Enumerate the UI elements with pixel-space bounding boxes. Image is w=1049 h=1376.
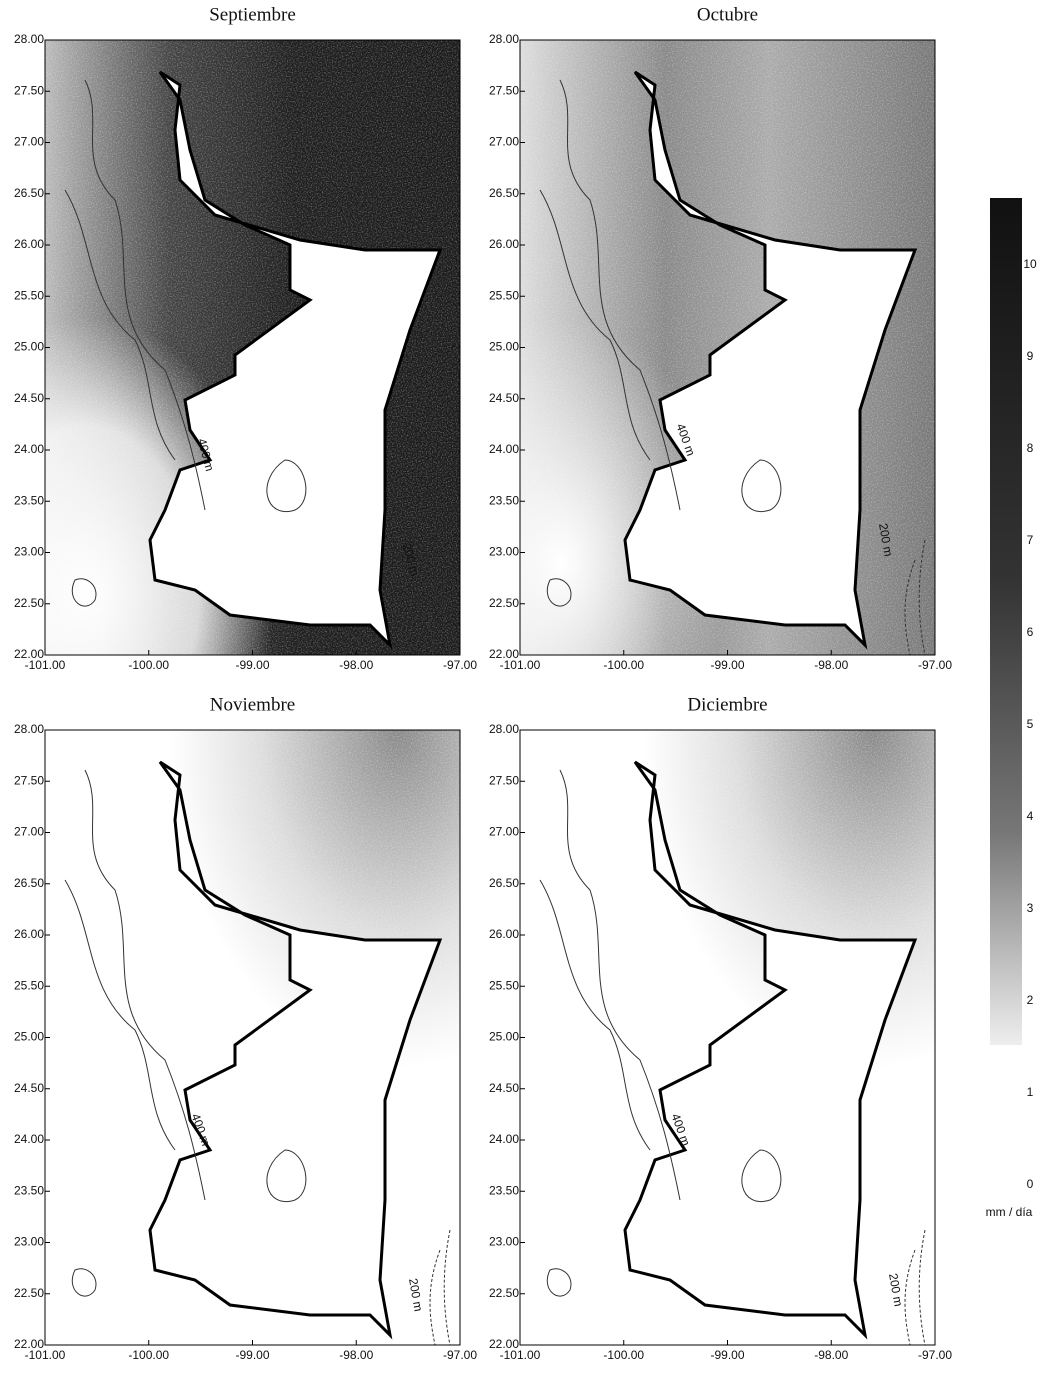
x-tick-label: -97.00 bbox=[918, 1348, 952, 1362]
x-tick-label: -99.00 bbox=[235, 1348, 269, 1362]
x-tick-label: -98.00 bbox=[814, 1348, 848, 1362]
y-tick-label: 26.00 bbox=[489, 927, 519, 941]
y-tick-label: 24.00 bbox=[14, 442, 44, 456]
y-tick-label: 28.00 bbox=[489, 722, 519, 736]
panel-title: Noviembre bbox=[210, 694, 295, 715]
y-tick-label: 27.00 bbox=[489, 135, 519, 149]
y-tick-label: 26.00 bbox=[14, 927, 44, 941]
panel-title: Diciembre bbox=[687, 694, 767, 715]
y-tick-label: 23.50 bbox=[489, 493, 519, 507]
y-tick-label: 22.00 bbox=[14, 647, 44, 661]
y-tick-label: 24.50 bbox=[489, 391, 519, 405]
x-tick-label: -97.00 bbox=[918, 658, 952, 672]
colorbar-tick-label: 9 bbox=[1027, 349, 1034, 363]
y-tick-label: 26.50 bbox=[14, 186, 44, 200]
panel-title: Septiembre bbox=[209, 4, 296, 25]
y-tick-label: 27.00 bbox=[489, 825, 519, 839]
x-tick-label: -97.00 bbox=[443, 658, 477, 672]
colorbar-tick-label: 3 bbox=[1027, 901, 1034, 915]
x-tick-label: -100.00 bbox=[128, 1348, 169, 1362]
y-tick-label: 22.00 bbox=[14, 1337, 44, 1351]
y-tick-label: 22.00 bbox=[489, 1337, 519, 1351]
y-tick-label: 26.50 bbox=[14, 876, 44, 890]
y-tick-label: 28.00 bbox=[489, 32, 519, 46]
x-tick-label: -99.00 bbox=[710, 658, 744, 672]
y-tick-label: 25.00 bbox=[14, 1030, 44, 1044]
y-tick-label: 25.00 bbox=[14, 340, 44, 354]
y-tick-label: 27.50 bbox=[489, 83, 519, 97]
y-tick-label: 23.50 bbox=[14, 493, 44, 507]
y-tick-label: 22.50 bbox=[14, 1286, 44, 1300]
x-tick-label: -97.00 bbox=[443, 1348, 477, 1362]
colorbar-tick-label: 1 bbox=[1027, 1085, 1034, 1099]
x-tick-label: -98.00 bbox=[339, 658, 373, 672]
y-tick-label: 27.00 bbox=[14, 135, 44, 149]
x-tick-label: -99.00 bbox=[235, 658, 269, 672]
y-tick-label: 27.00 bbox=[14, 825, 44, 839]
y-tick-label: 26.00 bbox=[489, 237, 519, 251]
y-tick-label: 26.50 bbox=[489, 876, 519, 890]
y-tick-label: 23.00 bbox=[14, 1235, 44, 1249]
x-tick-label: -101.00 bbox=[25, 1348, 66, 1362]
y-tick-label: 25.00 bbox=[489, 1030, 519, 1044]
y-tick-label: 26.50 bbox=[489, 186, 519, 200]
y-tick-label: 23.50 bbox=[489, 1183, 519, 1197]
colorbar-tick-label: 5 bbox=[1027, 717, 1034, 731]
map-panel: Noviembre -101.00 -100.00 -99.00 -98.00 -97.0… bbox=[14, 694, 477, 1362]
y-tick-label: 28.00 bbox=[14, 32, 44, 46]
contour-label: 200 m bbox=[886, 1272, 906, 1307]
x-tick-label: -100.00 bbox=[603, 1348, 644, 1362]
x-tick-label: -101.00 bbox=[500, 658, 541, 672]
contour-label: 200 m bbox=[406, 1277, 426, 1312]
y-tick-label: 27.50 bbox=[14, 773, 44, 787]
y-tick-label: 25.50 bbox=[489, 288, 519, 302]
x-tick-label: -101.00 bbox=[500, 1348, 541, 1362]
map-panel: Octubre -101.00 -100.00 -99.00 -98.00 -97.00 2… bbox=[489, 4, 952, 672]
x-tick-label: -100.00 bbox=[603, 658, 644, 672]
colorbar bbox=[990, 198, 1022, 1045]
y-tick-label: 24.50 bbox=[14, 1081, 44, 1095]
x-tick-label: -100.00 bbox=[128, 658, 169, 672]
colorbar-tick-label: 6 bbox=[1027, 625, 1034, 639]
y-tick-label: 22.50 bbox=[489, 596, 519, 610]
y-tick-label: 22.50 bbox=[489, 1286, 519, 1300]
map-panel: Diciembre -101.00 -100.00 -99.00 -98.00 -97.0… bbox=[489, 694, 952, 1362]
y-tick-label: 27.50 bbox=[14, 83, 44, 97]
y-tick-label: 28.00 bbox=[14, 722, 44, 736]
y-tick-label: 25.50 bbox=[14, 288, 44, 302]
colorbar-label: mm / día bbox=[986, 1205, 1033, 1219]
colorbar-tick-label: 0 bbox=[1027, 1177, 1034, 1191]
y-tick-label: 22.00 bbox=[489, 647, 519, 661]
y-tick-label: 25.50 bbox=[14, 978, 44, 992]
x-tick-label: -101.00 bbox=[25, 658, 66, 672]
y-tick-label: 24.50 bbox=[489, 1081, 519, 1095]
x-tick-label: -99.00 bbox=[710, 1348, 744, 1362]
y-tick-label: 24.00 bbox=[489, 442, 519, 456]
map-panel: Septiembre -101.00 -100.00 -99.00 -98.00 -97.… bbox=[14, 4, 477, 672]
y-tick-label: 23.00 bbox=[14, 545, 44, 559]
y-tick-label: 24.50 bbox=[14, 391, 44, 405]
y-tick-label: 22.50 bbox=[14, 596, 44, 610]
y-tick-label: 26.00 bbox=[14, 237, 44, 251]
colorbar-tick-label: 10 bbox=[1023, 257, 1037, 271]
y-tick-label: 27.50 bbox=[489, 773, 519, 787]
y-tick-label: 23.00 bbox=[489, 545, 519, 559]
x-tick-label: -98.00 bbox=[339, 1348, 373, 1362]
y-tick-label: 23.50 bbox=[14, 1183, 44, 1197]
colorbar-tick-label: 4 bbox=[1027, 809, 1034, 823]
y-tick-label: 24.00 bbox=[489, 1132, 519, 1146]
panel-title: Octubre bbox=[697, 4, 758, 25]
y-tick-label: 23.00 bbox=[489, 1235, 519, 1249]
colorbar-tick-label: 8 bbox=[1027, 441, 1034, 455]
contour-label: 200 m bbox=[876, 522, 896, 557]
y-tick-label: 25.00 bbox=[489, 340, 519, 354]
colorbar-tick-label: 2 bbox=[1027, 993, 1034, 1007]
y-tick-label: 24.00 bbox=[14, 1132, 44, 1146]
colorbar-tick-label: 7 bbox=[1027, 533, 1034, 547]
y-tick-label: 25.50 bbox=[489, 978, 519, 992]
x-tick-label: -98.00 bbox=[814, 658, 848, 672]
